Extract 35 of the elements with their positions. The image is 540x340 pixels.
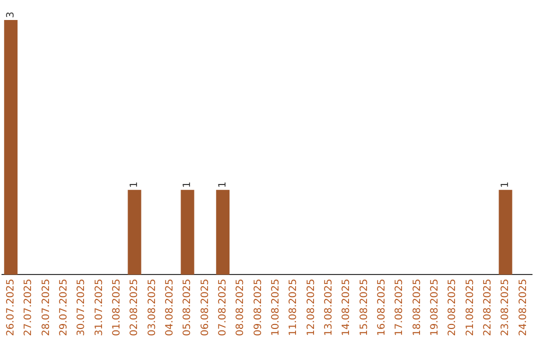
x-tick-label: 29.07.2025 [58,278,70,336]
x-tick-label: 30.07.2025 [76,278,88,336]
x-tick-label: 10.08.2025 [270,278,282,336]
data-label: 1 [129,181,140,188]
x-tick-label: 19.08.2025 [429,278,440,336]
data-label: 1 [500,181,512,188]
x-tick-label: 07.08.2025 [217,278,228,336]
x-tick-label: 03.08.2025 [146,278,158,336]
x-tick-label: 17.08.2025 [394,278,406,336]
x-tick-label: 22.08.2025 [482,278,494,336]
x-tick-label: 02.08.2025 [129,278,140,336]
data-label: 1 [182,181,194,188]
x-tick-label: 16.08.2025 [376,278,388,336]
data-label: 3 [5,12,16,18]
x-tick-label: 14.08.2025 [341,278,352,336]
x-tick-label: 28.07.2025 [40,278,52,336]
x-tick-label: 31.07.2025 [94,278,105,336]
x-tick-label: 18.08.2025 [412,278,423,336]
x-tick-label: 21.08.2025 [464,278,476,336]
x-tick-label: 11.08.2025 [288,278,300,336]
x-tick-label: 12.08.2025 [306,278,317,336]
x-tick-label: 01.08.2025 [111,278,122,336]
x-tick-label: 15.08.2025 [358,278,370,336]
x-tick-label: 04.08.2025 [164,278,176,336]
x-tick-label: 06.08.2025 [200,278,211,336]
x-tick-label: 05.08.2025 [182,278,194,336]
x-tick-label: 20.08.2025 [447,278,458,336]
x-tick-label: 26.07.2025 [5,278,16,336]
x-tick-label: 13.08.2025 [323,278,334,336]
x-tick-label: 08.08.2025 [235,278,246,336]
x-tick-label: 09.08.2025 [252,278,264,336]
x-tick-label: 24.08.2025 [518,278,529,336]
x-tick-label: 23.08.2025 [500,278,512,336]
data-label: 1 [217,181,228,188]
x-tick-label: 27.07.2025 [23,278,34,336]
